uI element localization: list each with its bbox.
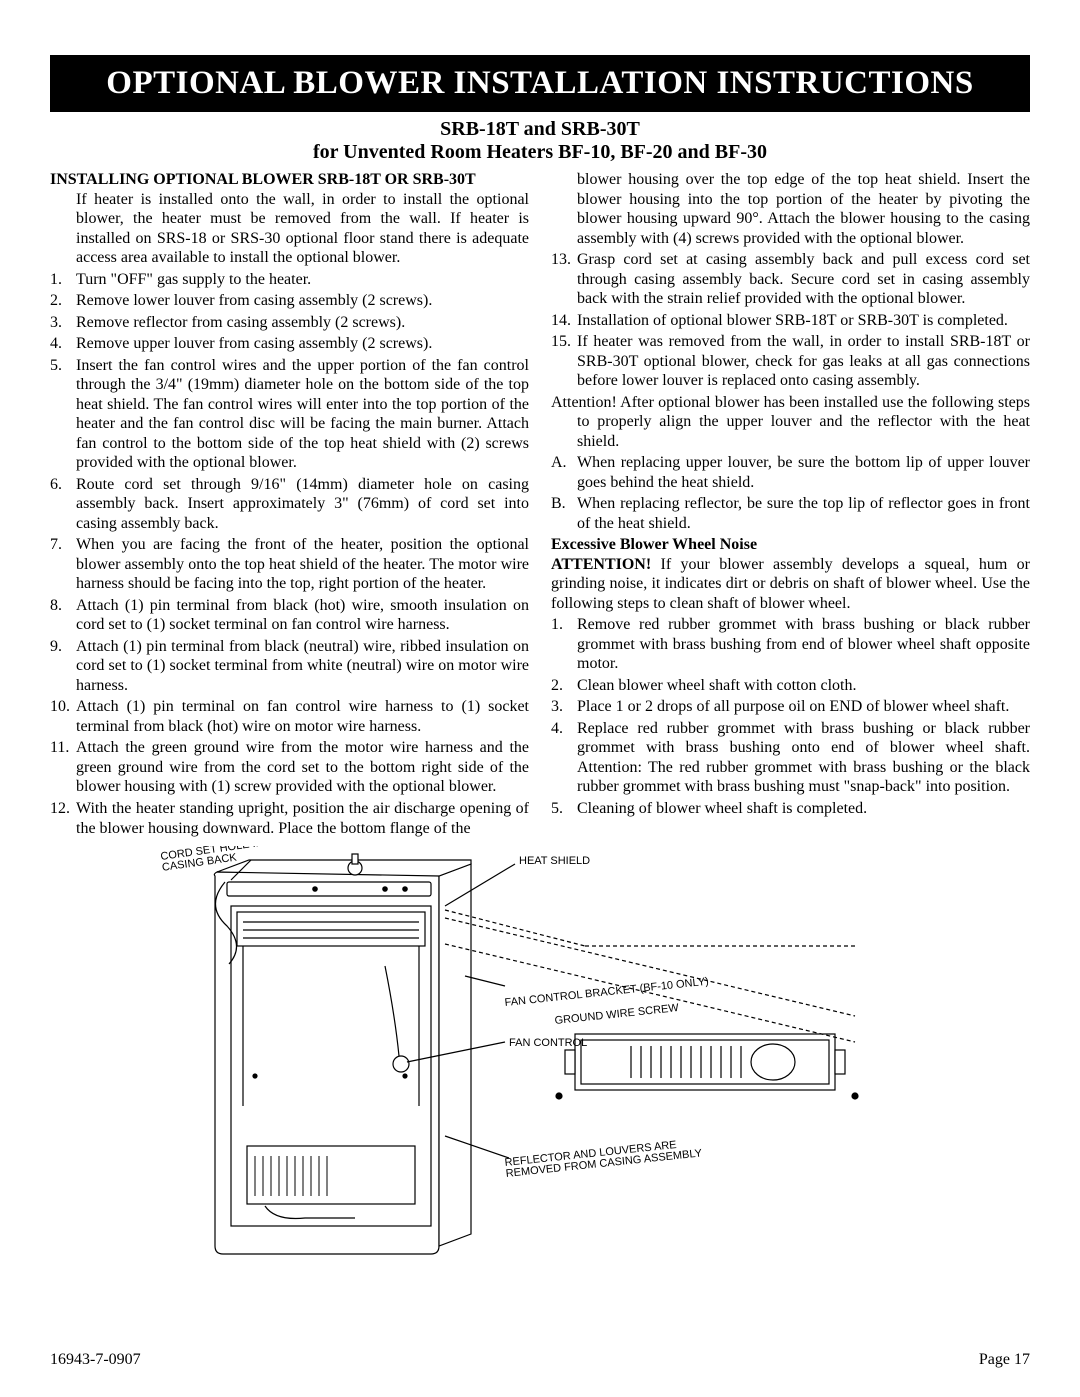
step12-continuation: blower housing over the top edge of the … bbox=[577, 170, 1030, 248]
title-bar: OPTIONAL BLOWER INSTALLATION INSTRUCTION… bbox=[50, 55, 1030, 112]
left-column: INSTALLING OPTIONAL BLOWER SRB-18T OR SR… bbox=[50, 170, 529, 838]
footer-left: 16943-7-0907 bbox=[50, 1351, 141, 1369]
install-heading: INSTALLING OPTIONAL BLOWER SRB-18T OR SR… bbox=[50, 170, 529, 190]
list-item: 15.If heater was removed from the wall, … bbox=[551, 332, 1030, 391]
list-item: 1.Remove red rubber grommet with brass b… bbox=[551, 615, 1030, 674]
list-item: 12.With the heater standing upright, pos… bbox=[50, 799, 529, 838]
list-item: 11.Attach the green ground wire from the… bbox=[50, 738, 529, 797]
footer-right: Page 17 bbox=[979, 1351, 1030, 1369]
list-item: B.When replacing reflector, be sure the … bbox=[551, 494, 1030, 533]
lbl-ground-screw: GROUND WIRE SCREW bbox=[554, 1002, 680, 1027]
list-item: 8.Attach (1) pin terminal from black (ho… bbox=[50, 596, 529, 635]
list-item: 7.When you are facing the front of the h… bbox=[50, 535, 529, 594]
list-item: 3.Remove reflector from casing assembly … bbox=[50, 313, 529, 333]
svg-text:REFLECTOR AND LOUVERS ARE: REFLECTOR AND LOUVERS ARE REMOVED FROM C… bbox=[504, 1136, 703, 1180]
two-column-body: INSTALLING OPTIONAL BLOWER SRB-18T OR SR… bbox=[50, 170, 1030, 838]
main-title: OPTIONAL BLOWER INSTALLATION INSTRUCTION… bbox=[50, 65, 1030, 102]
install-steps-right: 13.Grasp cord set at casing assembly bac… bbox=[551, 250, 1030, 391]
list-item: 13.Grasp cord set at casing assembly bac… bbox=[551, 250, 1030, 309]
list-item: 9.Attach (1) pin terminal from black (ne… bbox=[50, 637, 529, 696]
exploded-diagram: CORD SET HOLE IN CASING BACK HEAT SHIELD… bbox=[50, 846, 1030, 1276]
list-item: 14.Installation of optional blower SRB-1… bbox=[551, 311, 1030, 331]
noise-steps: 1.Remove red rubber grommet with brass b… bbox=[551, 615, 1030, 818]
right-column: blower housing over the top edge of the … bbox=[551, 170, 1030, 838]
list-item: 4.Remove upper louver from casing assemb… bbox=[50, 334, 529, 354]
attention-align: Attention! After optional blower has bee… bbox=[551, 393, 1030, 452]
subtitle-models: SRB-18T and SRB-30T bbox=[50, 118, 1030, 141]
list-item: 2.Clean blower wheel shaft with cotton c… bbox=[551, 676, 1030, 696]
noise-attention-label: ATTENTION! bbox=[551, 556, 651, 573]
install-intro: If heater is installed onto the wall, in… bbox=[76, 190, 529, 268]
page-footer: 16943-7-0907 Page 17 bbox=[50, 1351, 1030, 1369]
list-item: 6.Route cord set through 9/16" (14mm) di… bbox=[50, 475, 529, 534]
lbl-heat-shield: HEAT SHIELD bbox=[519, 855, 590, 867]
install-steps-left: 1.Turn "OFF" gas supply to the heater.2.… bbox=[50, 270, 529, 838]
list-item: 10.Attach (1) pin terminal on fan contro… bbox=[50, 697, 529, 736]
list-item: 2.Remove lower louver from casing assemb… bbox=[50, 291, 529, 311]
align-letters: A.When replacing upper louver, be sure t… bbox=[551, 453, 1030, 533]
lbl-fan-control: FAN CONTROL bbox=[509, 1037, 587, 1049]
lbl-fan-bracket: FAN CONTROL BRACKET (BF-10 ONLY) bbox=[504, 976, 709, 1009]
noise-attention: ATTENTION! If your blower assembly devel… bbox=[551, 555, 1030, 614]
list-item: 5.Cleaning of blower wheel shaft is comp… bbox=[551, 799, 1030, 819]
subtitle-for: for Unvented Room Heaters BF-10, BF-20 a… bbox=[50, 141, 1030, 164]
list-item: 4.Replace red rubber grommet with brass … bbox=[551, 719, 1030, 797]
attention-text: Attention! After optional blower has bee… bbox=[551, 394, 1030, 450]
noise-heading: Excessive Blower Wheel Noise bbox=[551, 535, 1030, 555]
list-item: A.When replacing upper louver, be sure t… bbox=[551, 453, 1030, 492]
list-item: 5.Insert the fan control wires and the u… bbox=[50, 356, 529, 473]
list-item: 3.Place 1 or 2 drops of all purpose oil … bbox=[551, 697, 1030, 717]
list-item: 1.Turn "OFF" gas supply to the heater. bbox=[50, 270, 529, 290]
